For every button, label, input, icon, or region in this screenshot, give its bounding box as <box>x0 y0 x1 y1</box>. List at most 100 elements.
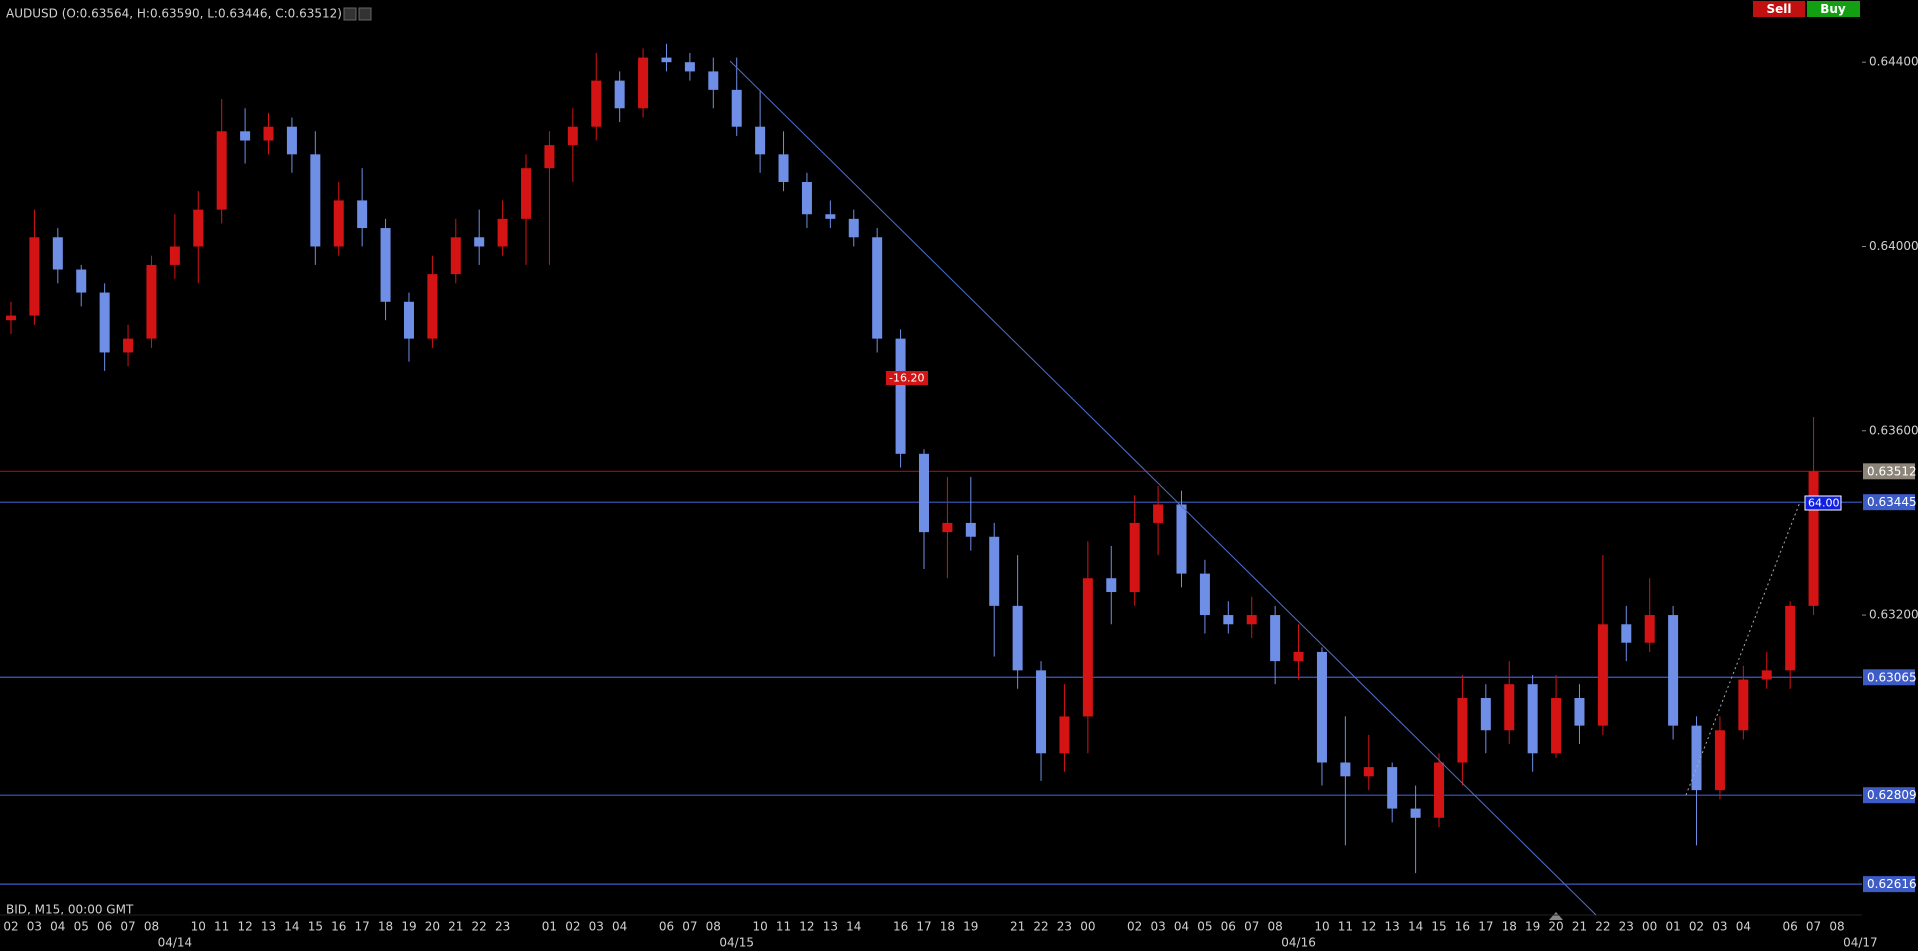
x-tick-label: 11 <box>214 920 229 934</box>
sell-button-bg[interactable] <box>1753 1 1805 17</box>
x-tick-label: 02 <box>3 920 18 934</box>
price-type-label: BID, M15, 00:00 GMT <box>6 903 134 917</box>
candle-body <box>240 131 251 141</box>
candle-body <box>1644 615 1655 643</box>
candle-body <box>1691 725 1702 791</box>
candle-body <box>965 522 976 537</box>
candle-body <box>6 315 16 321</box>
x-tick-label: 15 <box>1431 920 1446 934</box>
x-tick-label: 03 <box>1712 920 1727 934</box>
buy-label[interactable]: Buy <box>1820 2 1846 16</box>
x-tick-label: 21 <box>448 920 463 934</box>
x-tick-label: 08 <box>706 920 721 934</box>
x-tick-label: 19 <box>963 920 978 934</box>
candle-body <box>755 126 766 155</box>
candle-body <box>146 264 157 339</box>
candle-body <box>357 200 368 229</box>
candle-body <box>1504 684 1515 731</box>
level-label: 0.63512 <box>1867 464 1917 478</box>
candle-body <box>1059 716 1070 754</box>
candle-body <box>403 301 414 339</box>
candle-body <box>1457 697 1468 763</box>
x-tick-label: 15 <box>308 920 323 934</box>
candle-body <box>591 80 602 127</box>
sell-button[interactable]: Sell <box>1753 1 1805 17</box>
annotation: 64.00 <box>1808 497 1840 510</box>
level-label: 0.62809 <box>1867 788 1917 802</box>
sell-label[interactable]: Sell <box>1766 2 1791 16</box>
x-tick-label: 21 <box>1572 920 1587 934</box>
x-tick-label: 02 <box>1689 920 1704 934</box>
candle-body <box>123 338 134 353</box>
candle-body <box>76 269 87 293</box>
x-tick-label: 04 <box>612 920 627 934</box>
x-tick-label: 08 <box>1267 920 1282 934</box>
candle-body <box>567 126 578 146</box>
candle-body <box>1316 651 1327 763</box>
chart-title: AUDUSD (O:0.63564, H:0.63590, L:0.63446,… <box>6 7 342 21</box>
x-date-label: 04/17 <box>1843 936 1878 950</box>
x-tick-label: 12 <box>799 920 814 934</box>
candle-body <box>450 237 461 275</box>
x-tick-label: 16 <box>893 920 908 934</box>
candle-body <box>1153 504 1164 523</box>
candle-body <box>684 62 695 72</box>
y-tick-label: 0.64400 <box>1869 55 1918 69</box>
x-tick-label: 07 <box>120 920 135 934</box>
annotation: -16.20 <box>889 372 924 385</box>
x-tick-label: 14 <box>1408 920 1423 934</box>
buy-button[interactable]: Buy <box>1807 1 1860 17</box>
x-tick-label: 06 <box>1221 920 1236 934</box>
candle-body <box>1434 762 1445 818</box>
x-tick-label: 08 <box>144 920 159 934</box>
x-tick-label: 10 <box>191 920 206 934</box>
candle-body <box>848 218 859 238</box>
level-label-bg <box>1863 494 1915 511</box>
candle-body <box>1738 679 1749 731</box>
icon-button[interactable] <box>358 7 372 21</box>
candle-body <box>1668 615 1679 726</box>
level-label-bg <box>1863 787 1915 804</box>
x-tick-label: 04 <box>50 920 65 934</box>
candle-body <box>1714 730 1725 791</box>
candle-body <box>872 237 883 339</box>
candle-body <box>1223 615 1234 625</box>
annotation-bg <box>886 371 928 385</box>
x-tick-label: 18 <box>940 920 955 934</box>
candle-body <box>1246 615 1257 625</box>
candle-body <box>1176 504 1187 574</box>
icon-button[interactable] <box>343 7 357 21</box>
candle-body <box>1761 670 1772 680</box>
candle-body <box>1012 605 1023 671</box>
candle-body <box>193 209 204 247</box>
candle-body <box>918 453 929 533</box>
x-tick-label: 18 <box>1502 920 1517 934</box>
x-tick-label: 10 <box>1314 920 1329 934</box>
x-tick-label: 04 <box>1174 920 1189 934</box>
level-label-bg <box>1863 463 1915 480</box>
x-tick-label: 04 <box>1736 920 1751 934</box>
candle-body <box>1551 697 1562 754</box>
x-tick-label: 03 <box>27 920 42 934</box>
candle-body <box>1808 471 1819 606</box>
x-tick-label: 20 <box>1548 920 1563 934</box>
candle-body <box>942 522 953 533</box>
x-tick-label: 22 <box>1033 920 1048 934</box>
x-tick-label: 03 <box>589 920 604 934</box>
buy-button-bg[interactable] <box>1807 1 1860 17</box>
y-tick-label: 0.63200 <box>1869 608 1918 622</box>
level-label-bg <box>1863 876 1915 893</box>
x-tick-label: 22 <box>1595 920 1610 934</box>
x-tick-label: 16 <box>331 920 346 934</box>
candle-body <box>989 536 1000 606</box>
x-tick-label: 13 <box>261 920 276 934</box>
x-tick-label: 19 <box>401 920 416 934</box>
candle-body <box>52 237 63 270</box>
annotation-bg <box>1804 495 1842 511</box>
candle-body <box>1293 651 1304 662</box>
x-tick-label: 06 <box>97 920 112 934</box>
x-tick-label: 19 <box>1525 920 1540 934</box>
candle-body <box>1106 578 1117 593</box>
level-label-bg <box>1863 669 1915 686</box>
x-tick-label: 13 <box>823 920 838 934</box>
